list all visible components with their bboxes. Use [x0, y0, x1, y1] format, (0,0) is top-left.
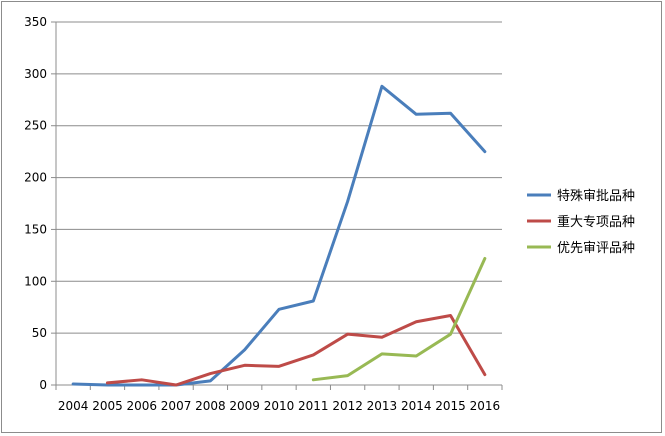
y-tick-label: 200 — [24, 171, 47, 185]
x-tick-label: 2010 — [264, 399, 295, 413]
series-lines — [71, 84, 487, 387]
x-tick-label: 2015 — [435, 399, 466, 413]
x-tick-label: 2007 — [161, 399, 192, 413]
series-line-3 — [311, 256, 487, 382]
x-tick-label: 2009 — [229, 399, 260, 413]
series-line-1 — [71, 84, 487, 387]
x-tick-label: 2006 — [126, 399, 157, 413]
x-tick-label: 2012 — [332, 399, 363, 413]
gridlines — [56, 21, 502, 334]
y-tick-label: 300 — [24, 67, 47, 81]
series-line-2 — [105, 314, 487, 387]
y-tick-label: 0 — [39, 378, 47, 392]
y-tick-label: 250 — [24, 119, 47, 133]
x-tick-label: 2004 — [58, 399, 89, 413]
legend-label-3: 优先审评品种 — [557, 241, 635, 256]
x-tick-label: 2008 — [195, 399, 226, 413]
x-tick-label: 2016 — [470, 399, 501, 413]
y-axis-ticks: 0 50 100 150 200 250 300 350 — [24, 15, 47, 392]
y-tick-label: 100 — [24, 274, 47, 288]
y-tick-label: 50 — [32, 326, 47, 340]
y-tick-label: 350 — [24, 15, 47, 29]
x-tick-label: 2011 — [298, 399, 329, 413]
x-tick-label: 2005 — [92, 399, 123, 413]
axes — [51, 21, 503, 390]
legend-label-2: 重大专项品种 — [557, 214, 635, 230]
x-axis-ticks: 2004 2005 2006 2007 2008 2009 2010 2011 2012 2013… — [58, 399, 500, 413]
x-tick-label: 2014 — [401, 399, 432, 413]
legend-label-1: 特殊审批品种 — [557, 189, 635, 204]
x-tick-label: 2013 — [367, 399, 398, 413]
y-tick-label: 150 — [24, 222, 47, 236]
